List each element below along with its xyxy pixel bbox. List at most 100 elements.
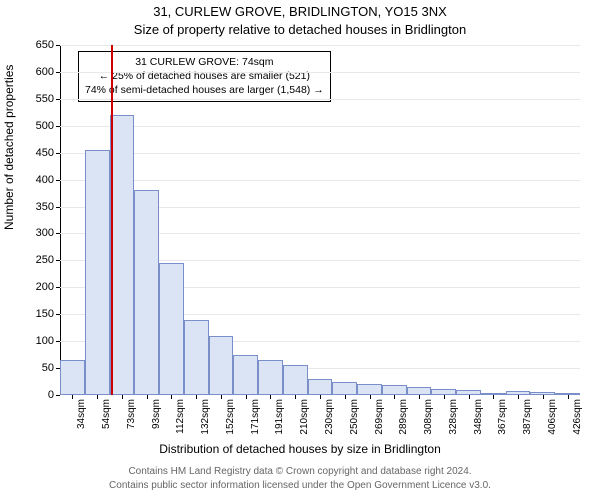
y-tick-label: 650 (36, 39, 54, 51)
x-tick-mark (72, 395, 73, 399)
x-tick-mark (419, 395, 420, 399)
x-tick-label: 250sqm (349, 399, 360, 435)
x-tick-label: 289sqm (398, 399, 409, 435)
y-tick-mark (56, 207, 60, 208)
histogram-bar (60, 360, 85, 395)
x-tick-mark (345, 395, 346, 399)
x-tick-label: 93sqm (151, 399, 162, 429)
x-tick-mark (444, 395, 445, 399)
grid-line (60, 126, 580, 127)
x-tick-label: 73sqm (126, 399, 137, 429)
x-tick-mark (196, 395, 197, 399)
x-tick-label: 34sqm (76, 399, 87, 429)
x-tick-mark (370, 395, 371, 399)
x-tick-mark (320, 395, 321, 399)
y-tick-mark (56, 99, 60, 100)
x-tick-mark (469, 395, 470, 399)
x-tick-mark (147, 395, 148, 399)
grid-line (60, 180, 580, 181)
x-tick-label: 171sqm (250, 399, 261, 435)
y-tick-mark (56, 72, 60, 73)
y-tick-label: 0 (48, 389, 54, 401)
histogram-bar (357, 384, 382, 395)
y-tick-label: 300 (36, 227, 54, 239)
y-axis-label: Number of detached properties (2, 65, 16, 230)
histogram-bar (110, 115, 135, 395)
histogram-bar (209, 336, 234, 395)
histogram-bar (407, 387, 432, 395)
x-tick-label: 54sqm (101, 399, 112, 429)
y-tick-label: 400 (36, 174, 54, 186)
grid-line (60, 153, 580, 154)
y-tick-mark (56, 341, 60, 342)
y-tick-mark (56, 45, 60, 46)
x-tick-mark (221, 395, 222, 399)
x-tick-mark (518, 395, 519, 399)
histogram-bar (283, 365, 308, 395)
x-tick-mark (171, 395, 172, 399)
y-tick-mark (56, 314, 60, 315)
x-tick-label: 406sqm (547, 399, 558, 435)
x-tick-label: 191sqm (274, 399, 285, 435)
x-tick-mark (270, 395, 271, 399)
x-tick-mark (97, 395, 98, 399)
histogram-bar (184, 320, 209, 395)
x-tick-label: 426sqm (572, 399, 583, 435)
x-tick-label: 230sqm (324, 399, 335, 435)
histogram-bar (134, 190, 159, 395)
x-tick-label: 210sqm (299, 399, 310, 435)
x-tick-mark (394, 395, 395, 399)
y-tick-mark (56, 287, 60, 288)
x-tick-label: 152sqm (225, 399, 236, 435)
y-tick-label: 200 (36, 281, 54, 293)
y-tick-mark (56, 126, 60, 127)
x-tick-label: 328sqm (448, 399, 459, 435)
histogram-plot: 31 CURLEW GROVE: 74sqm ← 25% of detached… (60, 45, 580, 395)
y-tick-mark (56, 180, 60, 181)
histogram-bar (382, 385, 407, 395)
y-tick-mark (56, 395, 60, 396)
x-tick-label: 348sqm (473, 399, 484, 435)
y-tick-label: 550 (36, 93, 54, 105)
x-tick-mark (246, 395, 247, 399)
y-tick-label: 150 (36, 308, 54, 320)
y-tick-label: 100 (36, 335, 54, 347)
annotation-line3: 74% of semi-detached houses are larger (… (85, 83, 324, 97)
grid-line (60, 99, 580, 100)
y-tick-label: 600 (36, 66, 54, 78)
x-tick-label: 387sqm (522, 399, 533, 435)
y-tick-mark (56, 233, 60, 234)
histogram-bar (258, 360, 283, 395)
histogram-bar (332, 382, 357, 395)
x-axis-caption: Distribution of detached houses by size … (0, 442, 600, 456)
y-tick-label: 50 (42, 362, 54, 374)
chart-title-subtitle: Size of property relative to detached ho… (0, 22, 600, 37)
grid-line (60, 72, 580, 73)
grid-line (60, 45, 580, 46)
annotation-box: 31 CURLEW GROVE: 74sqm ← 25% of detached… (78, 51, 331, 102)
histogram-bar (85, 150, 110, 395)
marker-line (111, 45, 113, 395)
histogram-bar (159, 263, 184, 395)
chart-title-address: 31, CURLEW GROVE, BRIDLINGTON, YO15 3NX (0, 4, 600, 19)
y-tick-mark (56, 153, 60, 154)
x-tick-mark (295, 395, 296, 399)
histogram-bar (308, 379, 333, 395)
footer-attribution-2: Contains public sector information licen… (0, 480, 600, 491)
histogram-bar (233, 355, 258, 395)
y-tick-label: 250 (36, 254, 54, 266)
y-tick-label: 450 (36, 147, 54, 159)
x-tick-label: 112sqm (175, 399, 186, 434)
x-tick-label: 269sqm (374, 399, 385, 435)
y-tick-mark (56, 260, 60, 261)
x-tick-label: 308sqm (423, 399, 434, 435)
x-tick-label: 367sqm (497, 399, 508, 435)
x-tick-mark (122, 395, 123, 399)
y-tick-label: 500 (36, 120, 54, 132)
x-tick-mark (543, 395, 544, 399)
annotation-line1: 31 CURLEW GROVE: 74sqm (85, 55, 324, 69)
x-tick-label: 132sqm (200, 399, 211, 435)
x-tick-mark (568, 395, 569, 399)
x-tick-mark (493, 395, 494, 399)
y-tick-label: 350 (36, 201, 54, 213)
